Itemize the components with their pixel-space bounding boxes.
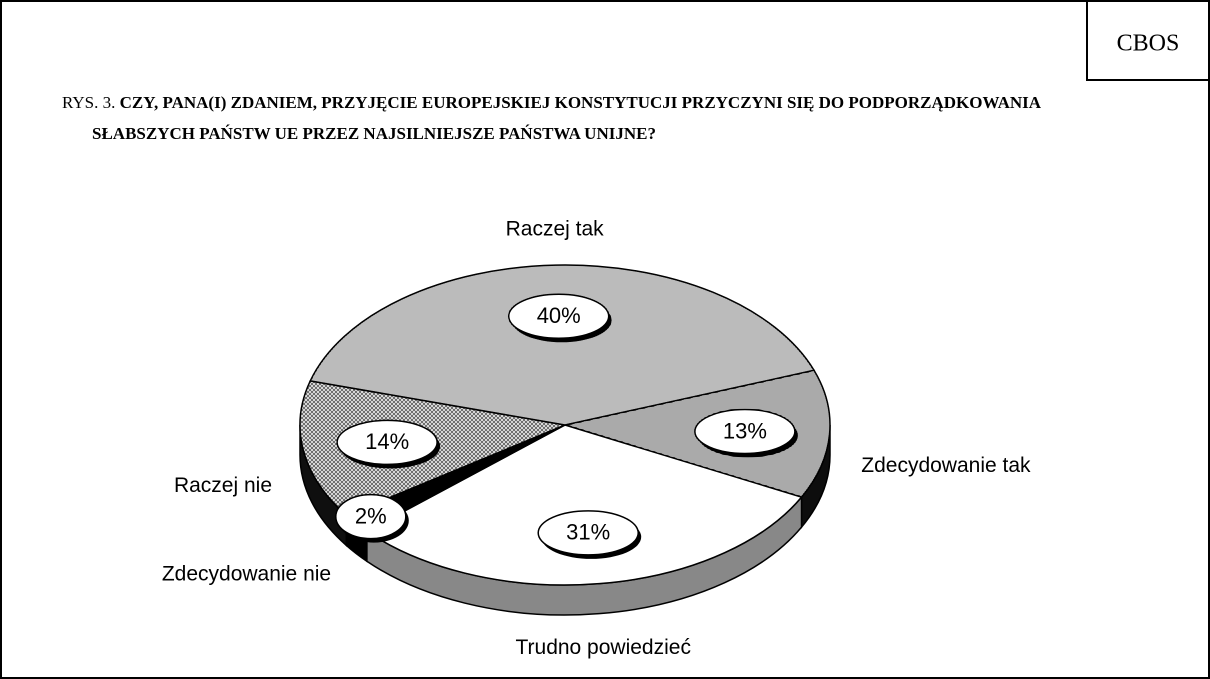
value-label-bubble [335, 493, 407, 540]
source: CBOS [1117, 31, 1180, 57]
value-label: 13% [723, 418, 767, 443]
value-label: 14% [365, 429, 409, 454]
value-label-bubble [336, 419, 438, 466]
pie-slice [365, 424, 803, 586]
value-label-bubble [507, 293, 610, 340]
value-label-bubble [694, 408, 796, 455]
category-label: Zdecydowanie nie [162, 563, 331, 586]
pie: 13% Zdecydowanie tak 31% Trudno powiedzieć 2… [162, 217, 1031, 659]
category-label: Raczej nie [174, 474, 272, 497]
value-label-bubble [537, 510, 639, 556]
value-label: 31% [566, 520, 610, 545]
pie-slice [309, 264, 816, 426]
value-label: 2% [355, 503, 387, 528]
category-label: Trudno powiedzieć [515, 636, 691, 659]
category-label: Zdecydowanie tak [861, 454, 1031, 477]
category-label: Raczej tak [506, 217, 605, 240]
chart-title: CZY, PANA(I) ZDANIEM, PRZYJĘCIE EUROPEJS… [92, 93, 1041, 143]
source-box [1086, 1, 1209, 81]
value-label: 40% [537, 303, 581, 328]
figure-label: RYS. 3. [62, 93, 116, 112]
title-block: RYS. 3. CZY, PANA(I) ZDANIEM, PRZYJĘCIE … [62, 87, 1122, 149]
